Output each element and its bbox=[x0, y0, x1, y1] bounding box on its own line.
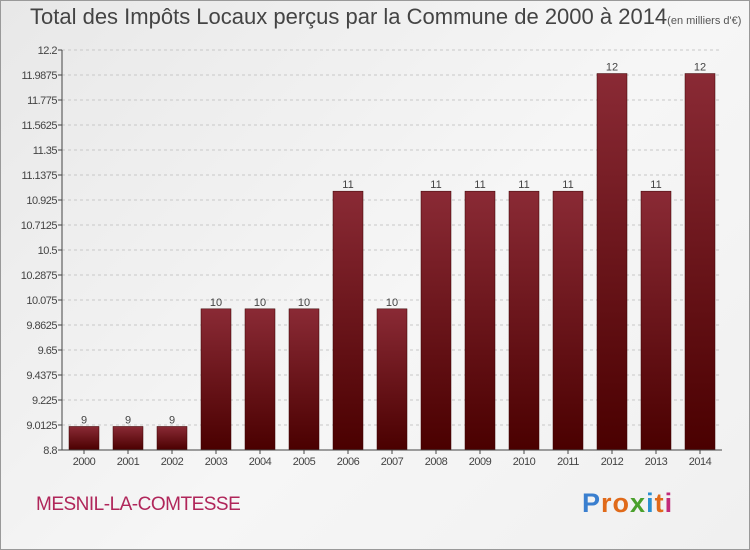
value-label-2007: 10 bbox=[386, 297, 398, 309]
y-tick-label: 10.7125 bbox=[21, 220, 58, 232]
x-tick-label-2002: 2002 bbox=[161, 456, 184, 468]
y-tick-label: 10.925 bbox=[26, 195, 57, 207]
logo-letter: o bbox=[612, 488, 631, 518]
bar-2010 bbox=[508, 190, 540, 451]
y-tick-label: 9.65 bbox=[38, 345, 58, 357]
y-tick-label: 9.4375 bbox=[26, 370, 57, 382]
value-label-2002: 9 bbox=[169, 414, 175, 426]
y-tick-label: 10.2875 bbox=[21, 270, 58, 282]
bar-2000 bbox=[68, 426, 100, 451]
x-tick-label-2000: 2000 bbox=[73, 456, 96, 468]
value-label-2000: 9 bbox=[81, 414, 87, 426]
bar-2005 bbox=[288, 308, 320, 451]
bar-2011 bbox=[552, 190, 584, 451]
logo-letter: x bbox=[630, 488, 647, 518]
bar-2006 bbox=[332, 190, 364, 451]
x-tick-label-2001: 2001 bbox=[117, 456, 140, 468]
value-label-2005: 10 bbox=[298, 297, 310, 309]
value-label-2008: 11 bbox=[430, 179, 441, 191]
x-tick-label-2013: 2013 bbox=[645, 456, 668, 468]
y-tick-label: 9.0125 bbox=[26, 420, 57, 432]
y-tick-label: 11.9875 bbox=[22, 70, 58, 82]
x-tick-label-2008: 2008 bbox=[425, 456, 448, 468]
x-tick-label-2011: 2011 bbox=[557, 456, 579, 468]
title-text: Total des Impôts Locaux perçus par la Co… bbox=[30, 4, 668, 29]
chart-title: Total des Impôts Locaux perçus par la Co… bbox=[30, 4, 741, 30]
value-label-2004: 10 bbox=[254, 297, 266, 309]
bar-2012 bbox=[596, 73, 628, 451]
bar-2004 bbox=[244, 308, 276, 451]
value-label-2009: 11 bbox=[474, 179, 485, 191]
y-tick-label: 11.35 bbox=[33, 145, 58, 157]
bar-2007 bbox=[376, 308, 408, 451]
bar-2008 bbox=[420, 190, 452, 451]
logo-letter: r bbox=[601, 488, 613, 518]
logo-letter: P bbox=[582, 488, 602, 518]
value-label-2010: 11 bbox=[518, 179, 529, 191]
bars: 9 9 9 10 10 10 11 10 11 11 11 11 12 11 12 bbox=[68, 62, 716, 451]
value-label-2011: 11 bbox=[562, 179, 573, 191]
x-tick-label-2012: 2012 bbox=[601, 456, 624, 468]
x-tick-label-2003: 2003 bbox=[205, 456, 228, 468]
y-tick-label: 11.1375 bbox=[22, 170, 58, 182]
logo-letter: i bbox=[646, 488, 655, 518]
x-tick-label-2014: 2014 bbox=[689, 456, 712, 468]
x-tick-label-2006: 2006 bbox=[337, 456, 360, 468]
bar-2013 bbox=[640, 190, 672, 451]
value-label-2014: 12 bbox=[694, 62, 706, 74]
value-label-2001: 9 bbox=[125, 414, 131, 426]
value-label-2006: 11 bbox=[342, 179, 353, 191]
axes: 8.8 9.0125 9.225 9.4375 9.65 9.8625 10.075 10.2… bbox=[21, 45, 722, 468]
x-tick-label-2009: 2009 bbox=[469, 456, 492, 468]
y-tick-label: 11.5625 bbox=[22, 120, 58, 132]
value-label-2012: 12 bbox=[606, 62, 618, 74]
bar-2014 bbox=[684, 73, 716, 451]
x-tick-label-2007: 2007 bbox=[381, 456, 404, 468]
x-tick-label-2010: 2010 bbox=[513, 456, 536, 468]
title-unit: (en milliers d'€) bbox=[667, 15, 742, 27]
logo-letter: i bbox=[664, 488, 674, 518]
commune-name: MESNIL-LA-COMTESSE bbox=[36, 494, 241, 515]
y-tick-label: 10.075 bbox=[26, 295, 57, 307]
y-tick-label: 10.5 bbox=[38, 245, 58, 257]
bar-2001 bbox=[112, 426, 144, 451]
value-label-2013: 11 bbox=[650, 179, 661, 191]
y-tick-label: 9.225 bbox=[32, 395, 57, 407]
y-tick-label: 9.8625 bbox=[26, 320, 57, 332]
y-tick-label: 11.775 bbox=[27, 95, 57, 107]
logo-letter: t bbox=[654, 488, 665, 518]
value-label-2003: 10 bbox=[210, 297, 222, 309]
bar-2003 bbox=[200, 308, 232, 451]
x-tick-label-2005: 2005 bbox=[293, 456, 316, 468]
bar-2002 bbox=[156, 426, 188, 451]
y-tick-label: 8.8 bbox=[43, 445, 57, 457]
y-tick-label: 12.2 bbox=[38, 45, 58, 57]
x-tick-label-2004: 2004 bbox=[249, 456, 272, 468]
bar-2009 bbox=[464, 190, 496, 451]
proxiti-logo: Proxiti bbox=[582, 488, 673, 519]
